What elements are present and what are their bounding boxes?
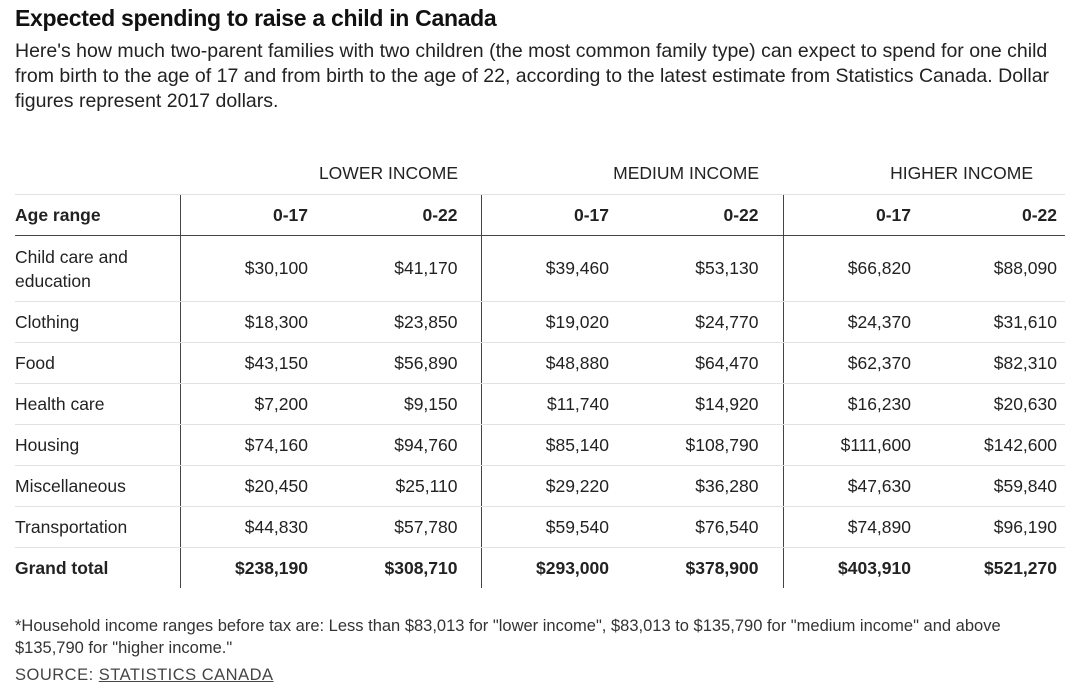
amount-cell: $88,090 [934, 235, 1065, 302]
amount-cell: $94,760 [331, 424, 481, 466]
table-body: LOWER INCOME MEDIUM INCOME HIGHER INCOME Ag… [15, 152, 1065, 588]
amount-cell: $39,460 [480, 235, 632, 302]
amount-cell: $18,300 [179, 301, 331, 343]
row-label: Food [15, 342, 180, 384]
row-label: Clothing [15, 301, 180, 343]
footnote: *Household income ranges before tax are:… [15, 617, 1001, 657]
amount-cell: $142,600 [934, 424, 1065, 466]
amount-cell: $76,540 [632, 506, 783, 548]
amount-cell: $85,140 [480, 424, 632, 466]
table-row: Housing $74,160 $94,760 $85,140 $108,790 $111… [15, 424, 1065, 466]
empty-cell [15, 152, 180, 195]
amount-cell: $43,150 [179, 342, 331, 384]
group-header: LOWER INCOME [318, 162, 458, 183]
amount-cell: $56,890 [331, 342, 481, 384]
group-header: HIGHER INCOME [890, 162, 1033, 183]
table-row: Miscellaneous $20,450 $25,110 $29,220 $36,28… [15, 465, 1065, 507]
amount-cell: $57,780 [331, 506, 481, 548]
total-label: Grand total [15, 547, 180, 588]
total-row: Grand total $238,190 $308,710 $293,000 $378,… [15, 547, 1065, 588]
amount-cell: $62,370 [782, 342, 934, 384]
amount-cell: $9,150 [331, 383, 481, 425]
column-header: 0-17 [782, 194, 934, 236]
amount-cell: $74,160 [179, 424, 331, 466]
spending-table: LOWER INCOME MEDIUM INCOME HIGHER INCOME Ag… [15, 152, 1065, 588]
total-cell: $378,900 [632, 547, 783, 588]
total-cell: $293,000 [480, 547, 632, 588]
amount-cell: $82,310 [934, 342, 1065, 384]
amount-cell: $47,630 [782, 465, 934, 507]
total-cell: $238,190 [179, 547, 331, 588]
amount-cell: $20,630 [934, 383, 1065, 425]
row-label: Health care [15, 383, 180, 425]
row-label: Child care and education [15, 235, 180, 302]
source-link[interactable]: STATISTICS CANADA [98, 666, 274, 684]
amount-cell: $24,370 [782, 301, 934, 343]
amount-cell: $44,830 [179, 506, 331, 548]
amount-cell: $25,110 [331, 465, 481, 507]
table-row: Food $43,150 $56,890 $48,880 $64,470 $62,370 $… [15, 342, 1065, 384]
amount-cell: $64,470 [632, 342, 783, 384]
row-label: Transportation [15, 506, 180, 548]
amount-cell: $16,230 [782, 383, 934, 425]
amount-cell: $20,450 [179, 465, 331, 507]
table-row: Clothing $18,300 $23,850 $19,020 $24,770 $24,… [15, 301, 1065, 343]
total-cell: $521,270 [934, 547, 1065, 588]
amount-cell: $29,220 [480, 465, 632, 507]
column-header: 0-17 [480, 194, 632, 236]
amount-cell: $111,600 [782, 424, 934, 466]
column-header-row: Age range 0-17 0-22 0-17 0-22 0-17 0-22 [15, 194, 1065, 236]
amount-cell: $48,880 [480, 342, 632, 384]
total-cell: $308,710 [331, 547, 481, 588]
amount-cell: $59,540 [480, 506, 632, 548]
column-header: 0-22 [331, 194, 481, 236]
table-row: Health care $7,200 $9,150 $11,740 $14,920 $16… [15, 383, 1065, 425]
column-header: 0-17 [179, 194, 331, 236]
amount-cell: $108,790 [632, 424, 783, 466]
amount-cell: $24,770 [632, 301, 783, 343]
source: SOURCE: STATISTICS CANADA [15, 666, 274, 685]
amount-cell: $66,820 [782, 235, 934, 302]
amount-cell: $74,890 [782, 506, 934, 548]
table-row: Child care and education $30,100 $41,170 $3… [15, 235, 1065, 302]
amount-cell: $41,170 [331, 235, 481, 302]
column-header: 0-22 [632, 194, 783, 236]
amount-cell: $53,130 [632, 235, 783, 302]
amount-cell: $31,610 [934, 301, 1065, 343]
subtitle: Here's how much two-parent families with… [15, 40, 1050, 112]
title: Expected spending to raise a child in Ca… [15, 5, 497, 31]
total-cell: $403,910 [782, 547, 934, 588]
column-header: 0-22 [934, 194, 1065, 236]
row-label: Housing [15, 424, 180, 466]
amount-cell: $23,850 [331, 301, 481, 343]
amount-cell: $19,020 [480, 301, 632, 343]
group-header: MEDIUM INCOME [613, 162, 759, 183]
amount-cell: $36,280 [632, 465, 783, 507]
source-label: SOURCE: [15, 666, 94, 684]
row-header-label: Age range [15, 194, 180, 236]
amount-cell: $96,190 [934, 506, 1065, 548]
amount-cell: $59,840 [934, 465, 1065, 507]
row-label: Miscellaneous [15, 465, 180, 507]
amount-cell: $14,920 [632, 383, 783, 425]
amount-cell: $11,740 [480, 383, 632, 425]
amount-cell: $30,100 [179, 235, 331, 302]
group-header-row: LOWER INCOME MEDIUM INCOME HIGHER INCOME [15, 152, 1065, 195]
table-row: Transportation $44,830 $57,780 $59,540 $76,5… [15, 506, 1065, 548]
amount-cell: $7,200 [179, 383, 331, 425]
